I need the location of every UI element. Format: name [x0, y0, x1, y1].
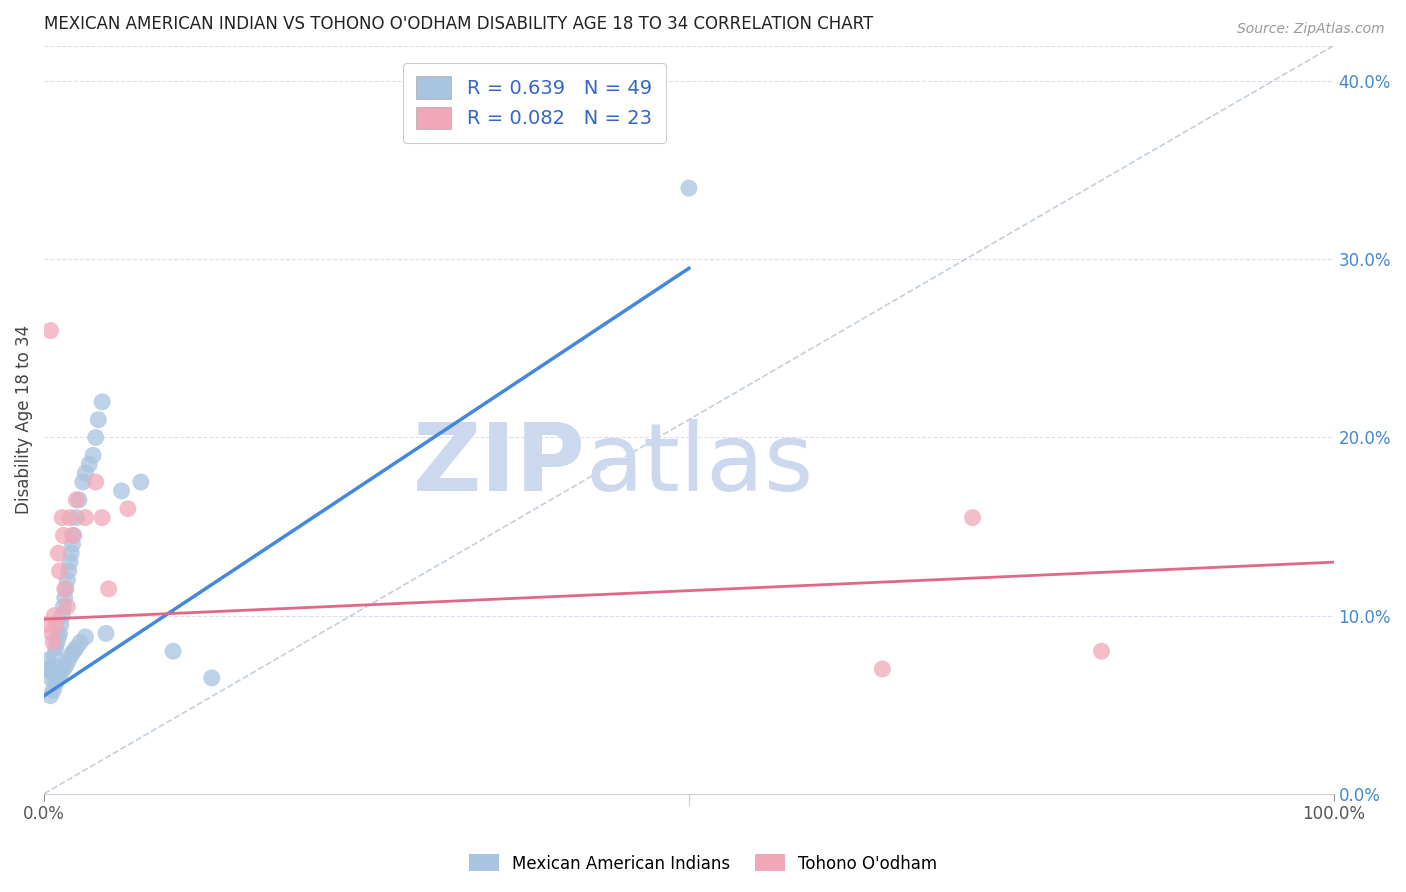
Point [44, 608, 66, 623]
Point [45, 640, 67, 655]
Point [56, 599, 79, 614]
Point [97, 582, 120, 596]
Point [129, 475, 152, 489]
Point [62, 537, 84, 551]
Point [69, 635, 91, 649]
Point [62, 644, 84, 658]
Point [46, 671, 69, 685]
Point [72, 475, 94, 489]
Point [38, 662, 60, 676]
Text: MEXICAN AMERICAN INDIAN VS TOHONO O'ODHAM DISABILITY AGE 18 TO 34 CORRELATION CH: MEXICAN AMERICAN INDIAN VS TOHONO O'ODHA… [44, 15, 873, 33]
Point [678, 181, 700, 195]
Text: atlas: atlas [586, 418, 814, 510]
Point [62, 528, 84, 542]
Point [42, 635, 65, 649]
Point [65, 492, 87, 507]
Point [45, 676, 67, 690]
Point [162, 644, 184, 658]
Point [41, 626, 63, 640]
Point [46, 635, 69, 649]
Point [60, 546, 83, 560]
Point [41, 665, 63, 680]
Point [53, 582, 76, 596]
Point [55, 582, 77, 596]
Point [37, 617, 59, 632]
Point [77, 457, 100, 471]
Point [48, 564, 70, 578]
Point [82, 448, 104, 462]
Point [75, 466, 97, 480]
Text: Source: ZipAtlas.com: Source: ZipAtlas.com [1237, 22, 1385, 37]
Point [201, 671, 224, 685]
Point [49, 617, 72, 632]
Point [67, 492, 90, 507]
Legend: Mexican American Indians, Tohono O'odham: Mexican American Indians, Tohono O'odham [463, 847, 943, 880]
Point [56, 573, 79, 587]
Point [91, 510, 114, 524]
Point [42, 658, 65, 673]
Point [51, 510, 73, 524]
Point [51, 608, 73, 623]
Point [91, 395, 114, 409]
Point [84, 475, 107, 489]
Point [52, 599, 75, 614]
Point [84, 430, 107, 444]
Point [65, 510, 87, 524]
Point [62, 528, 84, 542]
Point [52, 528, 75, 542]
Point [1090, 644, 1112, 658]
Point [53, 591, 76, 605]
Y-axis label: Disability Age 18 to 34: Disability Age 18 to 34 [15, 325, 32, 514]
Point [46, 546, 69, 560]
Point [44, 648, 66, 662]
Point [117, 501, 139, 516]
Point [39, 689, 62, 703]
Point [48, 626, 70, 640]
Text: ZIP: ZIP [413, 418, 586, 510]
Point [58, 564, 80, 578]
Point [37, 653, 59, 667]
Point [60, 648, 83, 662]
Point [110, 483, 132, 498]
Point [42, 683, 65, 698]
Point [75, 630, 97, 644]
Point [87, 412, 110, 426]
Point [39, 671, 62, 685]
Point [872, 662, 894, 676]
Point [55, 658, 77, 673]
Point [962, 510, 984, 524]
Point [46, 630, 69, 644]
Point [39, 324, 62, 338]
Point [75, 510, 97, 524]
Point [65, 640, 87, 655]
Point [45, 617, 67, 632]
Point [52, 662, 75, 676]
Point [49, 665, 72, 680]
Point [59, 510, 82, 524]
Point [58, 653, 80, 667]
Point [94, 626, 117, 640]
Point [59, 555, 82, 569]
Legend: R = 0.639   N = 49, R = 0.082   N = 23: R = 0.639 N = 49, R = 0.082 N = 23 [402, 62, 665, 143]
